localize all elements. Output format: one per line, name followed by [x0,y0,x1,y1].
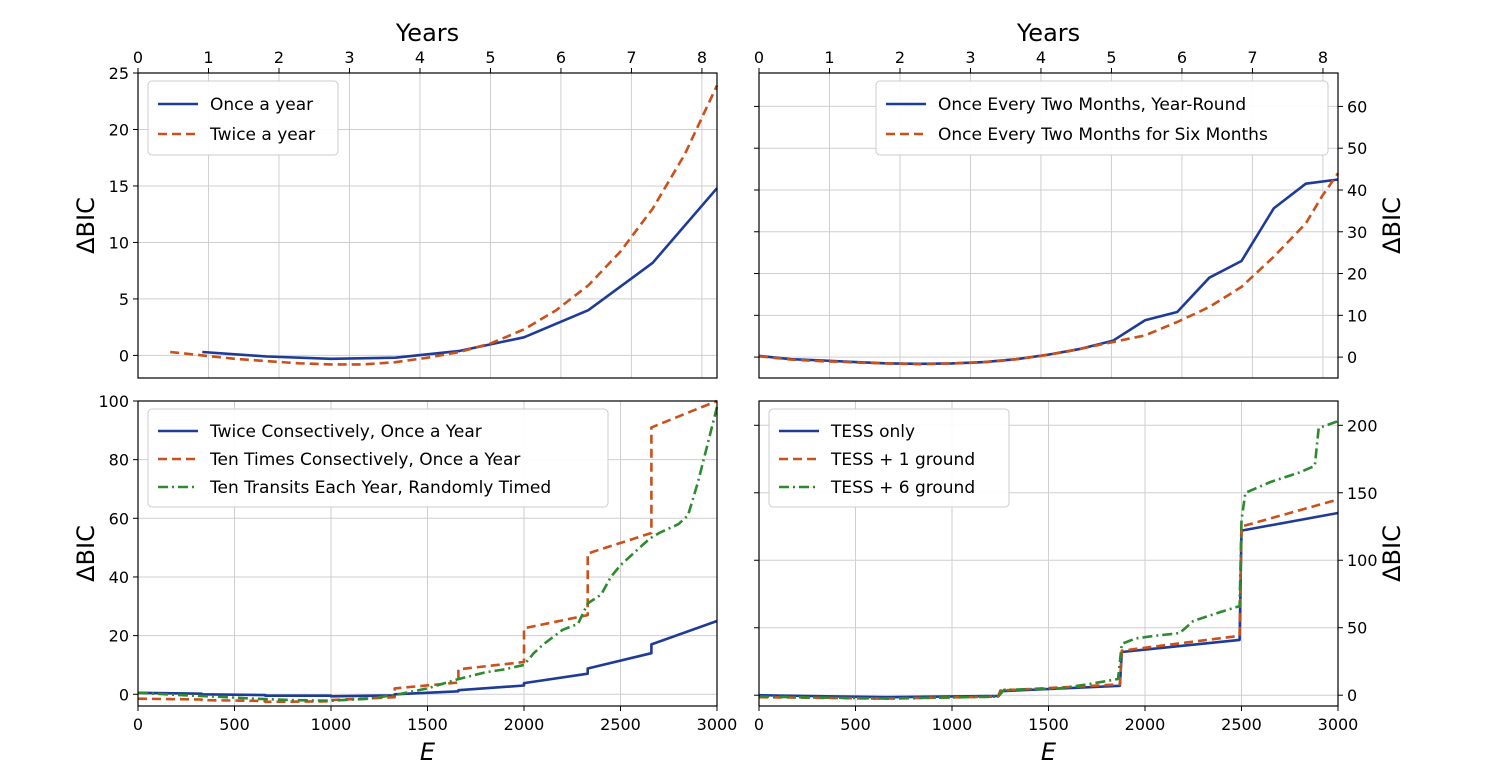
top-tick-label: 0 [754,48,764,67]
x-tick-label: 1000 [311,715,352,734]
x-tick-label: 1500 [407,715,448,734]
series-line-0 [758,178,1339,366]
y-tick-label: 20 [1347,265,1367,284]
x-tick-label: 1500 [1028,715,1069,734]
y-tick-label: 100 [98,392,129,411]
top-tick-label: 1 [824,48,834,67]
x-tick-label: 3000 [1318,715,1359,734]
top-tick-label: 2 [895,48,905,67]
y-tick-label: 25 [109,64,129,83]
y-tick-label: 15 [109,177,129,196]
y-tick-label: 20 [109,627,129,646]
panel-top-right: 0 10 20 30 40 50 60 ΔBIC 0 1 2 3 4 5 6 7 8 Years Once Ever… [754,19,1406,379]
legend: TESS only TESS + 1 ground TESS + 6 ground [768,408,1010,508]
y-axis-label: ΔBIC [1378,197,1406,254]
y-axis-label: ΔBIC [1378,525,1406,582]
legend: Twice Consectively, Once a Year Ten Times… [147,408,609,508]
top-tick-label: 7 [626,48,636,67]
y-axis-label: ΔBIC [72,525,100,582]
top-tick-label: 2 [274,48,284,67]
x-tick-label: 500 [219,715,250,734]
y-tick-label: 10 [1347,306,1367,325]
panel-top-left: 0 5 10 15 20 25 ΔBIC 0 1 2 3 4 5 6 7 8 Years Once a year T… [72,19,719,379]
legend-label: Ten Transits Each Year, Randomly Timed [209,478,551,498]
x-tick-label: 500 [840,715,871,734]
y-axis-label: ΔBIC [72,197,100,254]
plot-frame [137,72,718,379]
top-tick-label: 0 [133,48,143,67]
y-tick-label: 40 [1347,181,1367,200]
y-tick-label: 40 [109,568,129,587]
top-axis-label: Years [1016,19,1080,47]
y-tick-label: 200 [1347,416,1378,435]
legend-label: Ten Times Consectively, Once a Year [209,450,520,470]
x-tick-label: 2500 [1221,715,1262,734]
top-tick-label: 4 [1036,48,1046,67]
series-line-1 [137,399,718,704]
y-tick-label: 0 [119,685,129,704]
y-tick-label: 10 [109,233,129,252]
x-tick-label: 2000 [1125,715,1166,734]
top-tick-label: 7 [1247,48,1257,67]
legend-label: Twice a year [209,125,315,145]
x-axis-label: E [1041,738,1057,766]
series-line-1 [758,172,1340,366]
y-tick-label: 60 [109,509,129,528]
legend-box [768,408,1010,508]
x-tick-label: 2000 [504,715,545,734]
series-line-2 [137,406,719,702]
legend-box [875,80,1329,156]
plot-frame [758,72,1339,379]
top-tick-label: 3 [344,48,354,67]
top-tick-label: 8 [697,48,707,67]
y-tick-label: 50 [1347,139,1367,158]
y-tick-label: 0 [1347,686,1357,705]
legend-label: TESS + 1 ground [830,450,975,470]
top-tick-label: 4 [415,48,425,67]
series-line-0 [137,619,718,698]
panel-bottom-right: 0 50 100 150 200 ΔBIC 0 500 1000 1500 2000 2500 3000… [754,400,1406,766]
legend-label: TESS only [830,422,915,442]
y-tick-label: 0 [119,346,129,365]
y-tick-label: 50 [1347,619,1367,638]
legend-label: Once a year [210,95,313,115]
x-tick-label: 3000 [697,715,738,734]
legend-label: Once Every Two Months, Year-Round [938,95,1246,115]
top-tick-label: 3 [965,48,975,67]
legend: Once Every Two Months, Year-Round Once Ev… [875,80,1329,156]
y-tick-label: 30 [1347,223,1367,242]
x-tick-label: 1000 [932,715,973,734]
y-tick-label: 150 [1347,484,1378,503]
legend: Once a year Twice a year [147,80,339,156]
y-tick-label: 80 [109,451,129,470]
x-tick-label: 0 [754,715,764,734]
x-axis-label: E [420,738,436,766]
y-tick-label: 5 [119,290,129,309]
y-tick-label: 100 [1347,551,1378,570]
series-line-2 [758,419,1339,700]
legend-label: TESS + 6 ground [830,478,975,498]
top-tick-label: 8 [1318,48,1328,67]
top-tick-label: 6 [1177,48,1187,67]
x-tick-label: 0 [133,715,143,734]
y-tick-label: 20 [109,120,129,139]
panel-bottom-left: 0 20 40 60 80 100 ΔBIC 0 500 1000 1500 2000 2500 3000… [72,392,737,766]
x-tick-label: 2500 [600,715,641,734]
top-axis-label: Years [395,19,459,47]
top-tick-label: 5 [1106,48,1116,67]
y-tick-label: 0 [1347,348,1357,367]
top-tick-label: 1 [203,48,213,67]
legend-box [147,80,339,156]
series-line-0 [202,187,718,361]
legend-box [147,408,609,508]
y-tick-label: 60 [1347,97,1367,116]
series-line-1 [170,84,719,366]
legend-label: Twice Consectively, Once a Year [209,422,482,442]
top-tick-label: 5 [485,48,495,67]
top-tick-label: 6 [556,48,566,67]
legend-label: Once Every Two Months for Six Months [938,125,1268,145]
